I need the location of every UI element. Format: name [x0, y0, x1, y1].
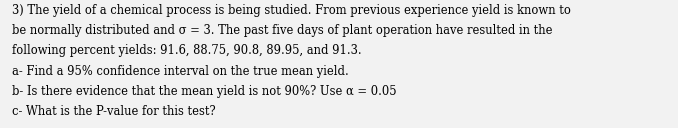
Text: b- Is there evidence that the mean yield is not 90%? Use α = 0.05: b- Is there evidence that the mean yield…	[12, 85, 397, 98]
Text: c- What is the P-value for this test?: c- What is the P-value for this test?	[12, 105, 216, 118]
Text: following percent yields: 91.6, 88.75, 90.8, 89.95, and 91.3.: following percent yields: 91.6, 88.75, 9…	[12, 44, 362, 57]
Text: a- Find a 95% confidence interval on the true mean yield.: a- Find a 95% confidence interval on the…	[12, 65, 349, 78]
Text: be normally distributed and σ = 3. The past five days of plant operation have re: be normally distributed and σ = 3. The p…	[12, 24, 553, 37]
Text: 3) The yield of a chemical process is being studied. From previous experience yi: 3) The yield of a chemical process is be…	[12, 4, 571, 17]
